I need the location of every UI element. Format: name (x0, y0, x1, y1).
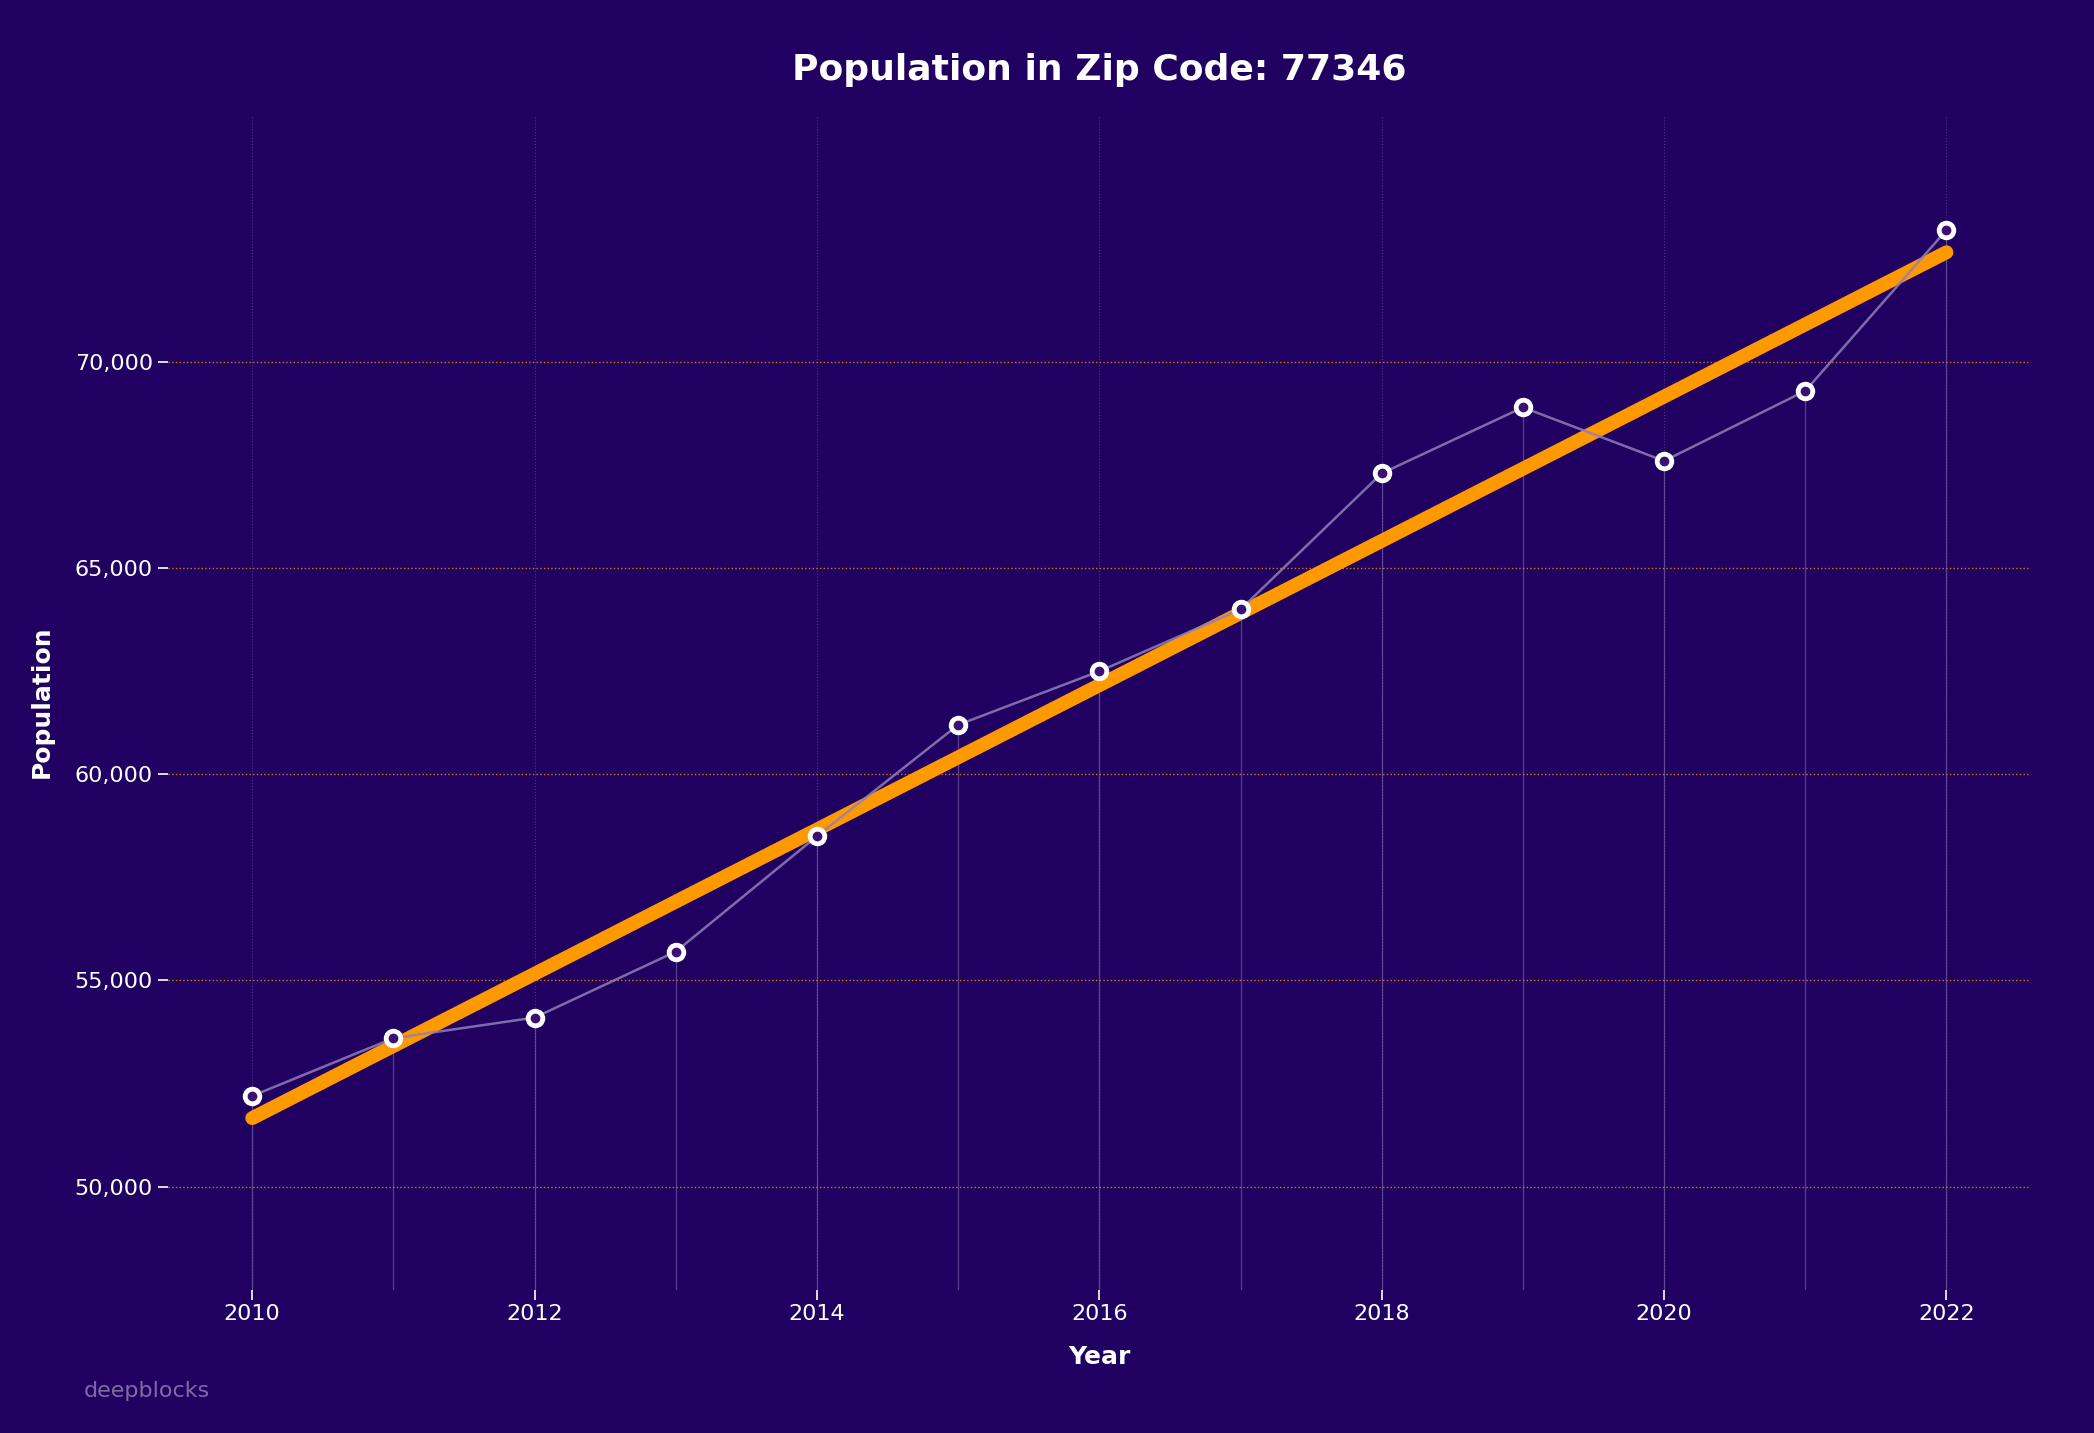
Y-axis label: Population: Population (29, 626, 54, 778)
Text: deepblocks: deepblocks (84, 1381, 209, 1401)
Title: Population in Zip Code: 77346: Population in Zip Code: 77346 (792, 53, 1407, 87)
X-axis label: Year: Year (1068, 1346, 1131, 1369)
